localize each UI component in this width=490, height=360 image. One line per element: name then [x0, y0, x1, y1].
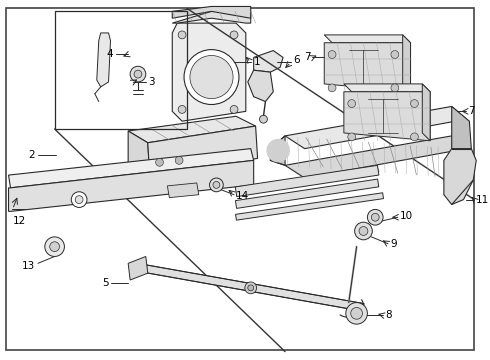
Circle shape: [346, 302, 368, 324]
Polygon shape: [128, 131, 150, 175]
Circle shape: [248, 285, 254, 291]
Circle shape: [371, 213, 379, 221]
Text: 1: 1: [254, 57, 260, 67]
Text: 7: 7: [304, 53, 311, 62]
Circle shape: [156, 158, 164, 166]
Circle shape: [328, 84, 336, 92]
Circle shape: [245, 282, 257, 294]
Polygon shape: [324, 35, 411, 43]
Polygon shape: [142, 264, 364, 311]
Circle shape: [175, 157, 183, 164]
Circle shape: [368, 210, 383, 225]
Polygon shape: [172, 6, 251, 18]
Polygon shape: [128, 116, 256, 143]
Polygon shape: [422, 84, 430, 141]
Polygon shape: [168, 183, 199, 198]
Polygon shape: [270, 136, 285, 165]
Polygon shape: [403, 35, 411, 92]
Circle shape: [178, 31, 186, 39]
Polygon shape: [97, 33, 111, 87]
Polygon shape: [452, 107, 471, 156]
Text: 5: 5: [102, 278, 109, 288]
Text: 3: 3: [148, 77, 154, 87]
Polygon shape: [236, 193, 384, 220]
Polygon shape: [344, 84, 430, 92]
Circle shape: [178, 105, 186, 113]
Polygon shape: [248, 70, 273, 102]
Circle shape: [213, 181, 220, 188]
Circle shape: [134, 70, 142, 78]
Circle shape: [348, 133, 356, 141]
Text: 4: 4: [107, 49, 114, 59]
Text: 14: 14: [236, 191, 249, 201]
Bar: [54, 12, 187, 129]
Circle shape: [71, 192, 87, 207]
Circle shape: [267, 139, 290, 162]
Polygon shape: [285, 107, 466, 149]
Text: 8: 8: [385, 310, 392, 320]
Circle shape: [359, 226, 368, 235]
Circle shape: [355, 222, 372, 240]
Polygon shape: [235, 179, 379, 208]
Polygon shape: [8, 161, 254, 211]
Polygon shape: [172, 23, 246, 121]
Polygon shape: [254, 50, 283, 72]
Polygon shape: [285, 136, 466, 178]
Circle shape: [130, 66, 146, 82]
Circle shape: [230, 105, 238, 113]
Text: 12: 12: [12, 216, 25, 226]
Polygon shape: [324, 43, 411, 92]
Circle shape: [391, 50, 399, 58]
Circle shape: [49, 242, 59, 252]
Circle shape: [210, 178, 223, 192]
Polygon shape: [8, 149, 254, 188]
Circle shape: [348, 100, 356, 107]
Polygon shape: [235, 165, 379, 197]
Text: 2: 2: [28, 150, 35, 161]
Text: 9: 9: [390, 239, 396, 249]
Text: 11: 11: [476, 195, 490, 204]
Circle shape: [411, 133, 418, 141]
Polygon shape: [148, 126, 258, 175]
Bar: [177, 149, 189, 158]
Bar: [197, 147, 209, 157]
Circle shape: [190, 55, 233, 99]
Text: 13: 13: [22, 261, 35, 271]
Circle shape: [230, 31, 238, 39]
Circle shape: [328, 50, 336, 58]
Polygon shape: [344, 92, 430, 141]
Circle shape: [411, 100, 418, 107]
Circle shape: [351, 307, 363, 319]
Polygon shape: [444, 149, 476, 204]
Circle shape: [45, 237, 64, 256]
Text: 6: 6: [293, 55, 299, 66]
Text: 7: 7: [468, 106, 475, 116]
Polygon shape: [172, 12, 251, 23]
Circle shape: [391, 84, 399, 92]
Bar: [158, 150, 170, 161]
Polygon shape: [128, 256, 148, 280]
Circle shape: [184, 50, 239, 104]
Circle shape: [75, 196, 83, 203]
Circle shape: [260, 115, 268, 123]
Text: 10: 10: [400, 211, 413, 221]
